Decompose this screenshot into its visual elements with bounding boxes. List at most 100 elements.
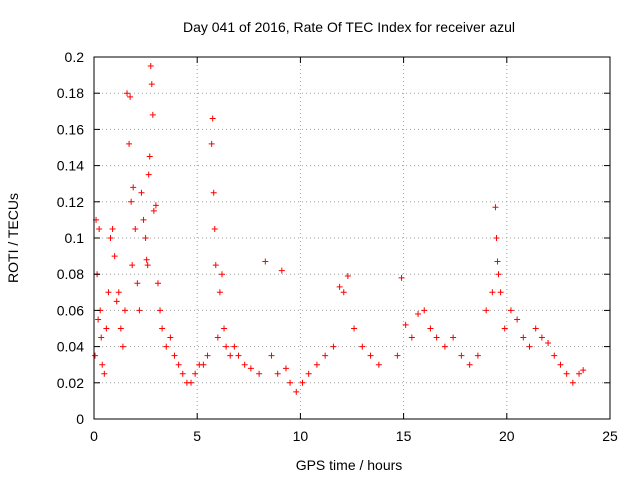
data-point xyxy=(262,258,269,265)
data-point xyxy=(227,352,234,359)
data-point xyxy=(367,352,374,359)
data-point xyxy=(208,140,215,147)
x-tick-label: 10 xyxy=(293,428,309,444)
data-point xyxy=(171,352,178,359)
data-point xyxy=(134,280,141,287)
data-point xyxy=(247,365,254,372)
data-point xyxy=(101,370,108,377)
data-point xyxy=(493,235,500,241)
data-point xyxy=(551,352,558,359)
data-point xyxy=(113,298,120,305)
data-point xyxy=(474,352,481,359)
data-point xyxy=(211,225,218,232)
data-point xyxy=(179,370,186,377)
data-point xyxy=(427,325,434,332)
data-point xyxy=(92,352,99,359)
data-point xyxy=(235,352,242,359)
data-point xyxy=(538,334,545,341)
data-point xyxy=(526,343,533,350)
data-point xyxy=(163,343,170,350)
data-point xyxy=(117,325,124,332)
data-point xyxy=(278,267,285,274)
data-point xyxy=(433,334,440,341)
data-point xyxy=(148,81,155,88)
data-point xyxy=(159,325,166,332)
data-point xyxy=(287,379,294,386)
data-point xyxy=(150,207,157,214)
data-point xyxy=(545,339,552,346)
data-point xyxy=(115,289,122,296)
data-point xyxy=(210,189,217,196)
data-point xyxy=(336,283,343,290)
data-point xyxy=(121,307,128,314)
data-point xyxy=(136,307,143,314)
data-point xyxy=(127,93,134,100)
data-point xyxy=(532,325,539,332)
data-point xyxy=(351,325,358,332)
data-point xyxy=(514,316,521,323)
data-point xyxy=(143,256,150,263)
data-point xyxy=(216,289,223,296)
x-tick-label: 20 xyxy=(499,428,515,444)
axis-ticks: 0 0.02 0.04 0.06 0.08 0.1 0.12 0.14 0.16 0.18 0.2 0… xyxy=(57,49,618,444)
data-point xyxy=(192,370,199,377)
data-point xyxy=(483,307,490,314)
data-point xyxy=(241,361,248,368)
data-point xyxy=(212,262,219,269)
grid-lines xyxy=(94,57,610,419)
data-point xyxy=(494,258,501,265)
data-point xyxy=(204,352,211,359)
data-point xyxy=(299,379,306,386)
y-tick-label: 0.04 xyxy=(57,339,84,355)
data-point xyxy=(214,334,221,341)
data-point xyxy=(103,325,110,332)
x-tick-label: 15 xyxy=(396,428,412,444)
data-point xyxy=(142,235,149,241)
data-point xyxy=(580,367,587,374)
y-tick-label: 0.02 xyxy=(57,375,84,391)
data-point xyxy=(322,352,329,359)
data-point xyxy=(256,370,263,377)
data-point xyxy=(99,361,106,368)
data-point xyxy=(340,289,347,296)
data-point xyxy=(398,274,405,281)
data-point xyxy=(375,361,382,368)
x-axis-label: GPS time / hours xyxy=(296,457,403,473)
data-point xyxy=(313,361,320,368)
data-point xyxy=(167,334,174,341)
data-point xyxy=(128,198,135,205)
data-point xyxy=(157,307,164,314)
plot-frame xyxy=(93,56,611,420)
data-point xyxy=(140,216,147,223)
data-point xyxy=(569,379,576,386)
data-point xyxy=(223,343,230,350)
data-point xyxy=(305,370,312,377)
data-point xyxy=(489,289,496,296)
data-point xyxy=(421,307,428,314)
data-point xyxy=(96,225,103,232)
y-tick-label: 0.14 xyxy=(57,158,84,174)
data-point xyxy=(200,361,207,368)
data-point xyxy=(124,90,131,97)
data-point xyxy=(154,280,161,287)
data-point xyxy=(495,271,502,278)
data-point xyxy=(501,325,508,332)
data-point xyxy=(188,379,195,386)
data-point xyxy=(576,370,583,377)
y-tick-label: 0.18 xyxy=(57,85,84,101)
data-point xyxy=(95,316,102,323)
y-tick-label: 0.06 xyxy=(57,302,84,318)
data-point xyxy=(138,189,145,196)
data-point xyxy=(557,361,564,368)
data-point xyxy=(109,225,116,232)
y-tick-label: 0.12 xyxy=(57,194,84,210)
data-point xyxy=(111,253,118,260)
data-point xyxy=(218,271,225,278)
x-tick-label: 25 xyxy=(602,428,618,444)
data-point xyxy=(231,343,238,350)
y-tick-label: 0.2 xyxy=(65,49,85,65)
data-point xyxy=(282,365,289,372)
data-point xyxy=(107,235,114,241)
data-point xyxy=(458,352,465,359)
data-point xyxy=(149,111,156,118)
